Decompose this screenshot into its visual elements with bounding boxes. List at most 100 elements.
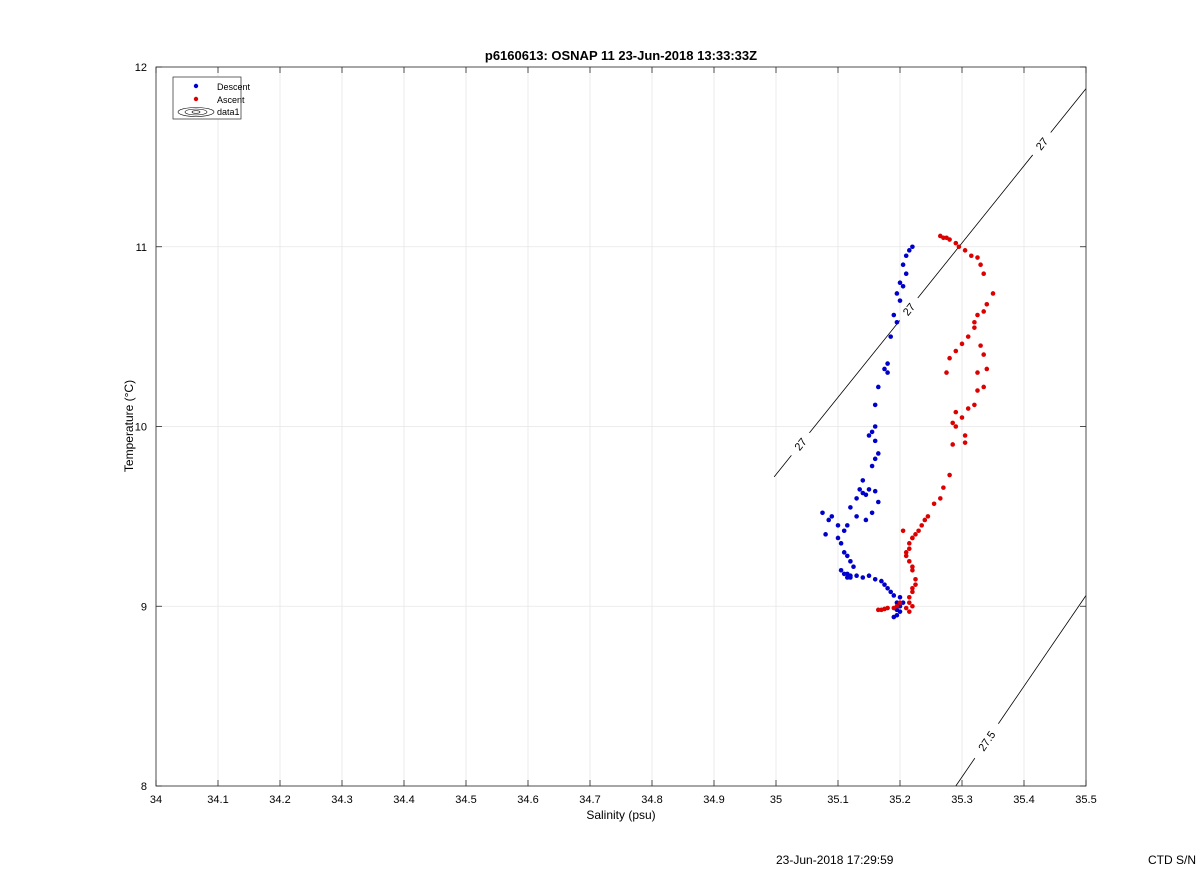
ascent-point	[972, 319, 977, 325]
descent-point	[857, 487, 862, 492]
descent-point	[860, 478, 866, 483]
descent-point	[848, 575, 853, 580]
ascent-point	[916, 528, 921, 534]
descent-point	[903, 271, 909, 277]
contour-line-27.5	[998, 595, 1087, 724]
chart-title: p6160613: OSNAP 11 23-Jun-2018 13:33:33Z	[485, 48, 757, 63]
legend-ascent-marker	[193, 96, 199, 102]
contour-line-27	[917, 154, 1034, 299]
ascent-point	[959, 341, 965, 347]
descent-point	[885, 361, 890, 366]
descent-point	[835, 535, 841, 541]
x-tick-label: 34.4	[393, 794, 414, 806]
legend-descent-marker	[193, 83, 199, 89]
x-tick-label: 35.3	[951, 794, 972, 806]
ascent-point	[981, 309, 986, 314]
ascent-point	[931, 501, 937, 507]
x-tick-label: 35.5	[1075, 794, 1096, 806]
legend[interactable]: Descent Ascent data1	[172, 76, 251, 120]
ascent-point	[950, 420, 955, 426]
legend-descent-label: Descent	[217, 82, 251, 92]
descent-point	[872, 402, 878, 408]
ascent-point	[972, 402, 977, 408]
descent-point	[860, 575, 866, 580]
ascent-point	[910, 564, 915, 570]
footer-timestamp: 23-Jun-2018 17:29:59	[776, 853, 894, 867]
descent-point	[869, 429, 875, 435]
contour-label: 27	[793, 436, 810, 453]
x-tick-label: 35.1	[827, 794, 848, 806]
ascent-point	[984, 366, 990, 372]
axis-ticks: 34 34.1 34.2 34.3 34.4 34.5 34.6 34.7 34.8 34.9 35…	[135, 62, 1097, 806]
contour-line-27	[809, 320, 901, 434]
x-tick-label: 34.9	[703, 794, 724, 806]
ascent-point	[947, 355, 952, 361]
descent-point	[841, 550, 847, 555]
ascent-point	[910, 568, 915, 573]
descent-point	[866, 573, 872, 578]
ascent-point	[981, 352, 986, 357]
descent-point	[866, 487, 872, 492]
descent-point	[835, 523, 841, 528]
descent-point	[854, 514, 859, 519]
ascent-point	[972, 325, 977, 330]
x-tick-label: 35.4	[1013, 794, 1034, 806]
ascent-point	[900, 528, 906, 534]
ascent-point	[975, 312, 980, 318]
x-tick-label: 35.2	[889, 794, 910, 806]
descent-point	[854, 573, 859, 578]
ascent-point	[910, 535, 915, 541]
ascent-point	[910, 585, 915, 591]
series-ascent	[876, 233, 996, 614]
y-tick-label: 9	[141, 601, 147, 613]
y-tick-label: 11	[136, 242, 147, 254]
ascent-point	[907, 559, 912, 564]
grid-lines	[155, 66, 1087, 787]
descent-point	[900, 262, 906, 268]
ascent-point	[903, 605, 909, 611]
ascent-point	[975, 255, 980, 260]
ascent-point	[981, 384, 986, 390]
ascent-point	[891, 605, 897, 611]
x-tick-label: 34.5	[455, 794, 476, 806]
descent-point	[863, 492, 869, 498]
ascent-point	[978, 262, 983, 268]
ascent-point	[897, 600, 903, 605]
x-tick-label: 34.8	[641, 794, 662, 806]
descent-point	[910, 244, 915, 250]
ascent-point	[950, 442, 955, 447]
ascent-point	[953, 348, 959, 354]
y-tick-label: 8	[141, 781, 147, 793]
ascent-point	[907, 546, 912, 552]
ascent-point	[910, 589, 915, 595]
contour-line-27	[1050, 88, 1087, 133]
ascent-point	[962, 248, 968, 253]
descent-point	[891, 593, 897, 598]
descent-point	[907, 248, 912, 253]
descent-point	[872, 576, 878, 582]
ascent-point	[910, 603, 915, 609]
ascent-point	[965, 406, 971, 411]
descent-point	[838, 568, 844, 573]
legend-ascent-label: Ascent	[217, 95, 245, 105]
contour-line-27	[773, 455, 792, 478]
contour-line-27.5	[955, 757, 976, 787]
ascent-point	[907, 594, 912, 600]
descent-point	[872, 438, 878, 444]
descent-point	[879, 578, 884, 584]
descent-point	[820, 510, 825, 516]
descent-point	[841, 528, 847, 534]
x-tick-label: 34.7	[579, 794, 600, 806]
descent-point	[897, 280, 903, 286]
ascent-point	[941, 485, 946, 490]
descent-point	[894, 319, 900, 325]
descent-point	[845, 553, 850, 559]
ascent-point	[965, 334, 971, 339]
descent-point	[823, 532, 828, 537]
descent-point	[848, 559, 853, 564]
ascent-point	[947, 472, 952, 478]
descent-point	[885, 370, 890, 375]
ascent-point	[944, 370, 949, 375]
descent-point	[848, 505, 853, 510]
descent-point	[845, 523, 850, 528]
